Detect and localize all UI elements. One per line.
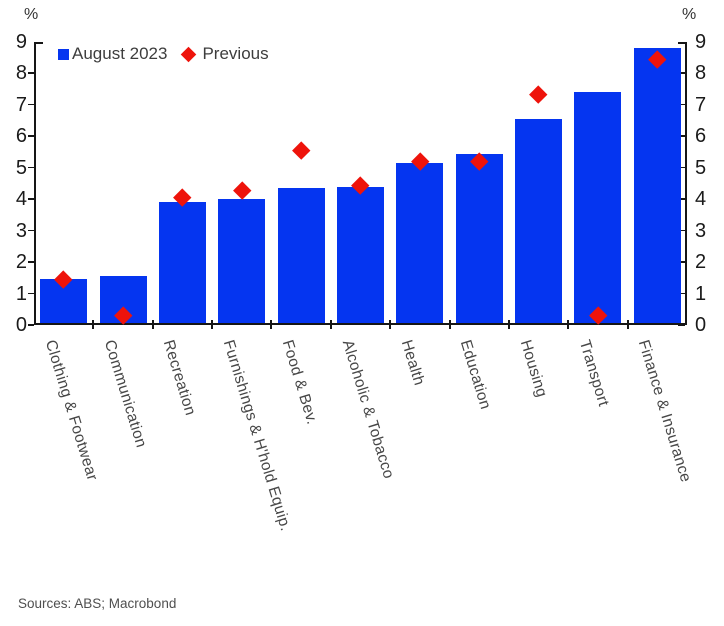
x-category-label-2: Recreation <box>160 338 200 418</box>
y-axis-left-tick <box>28 135 34 137</box>
previous-diamond-marker-4 <box>292 141 310 160</box>
y-axis-left-tick <box>28 103 34 106</box>
legend-square-swatch <box>58 48 69 60</box>
bar-9 <box>574 92 622 323</box>
y-axis-right-tick <box>678 198 685 200</box>
y-axis-right-tick <box>678 261 685 263</box>
y-axis-label-right: 8 <box>695 62 707 85</box>
x-axis-tick <box>448 319 451 329</box>
bar-10 <box>633 48 681 323</box>
y-axis-label-right: 1 <box>695 282 707 305</box>
y-axis-right-tick <box>678 324 685 326</box>
y-axis-right-tick <box>678 135 685 137</box>
x-axis-tick <box>270 319 273 329</box>
right-axis-unit-label: % <box>682 6 697 23</box>
y-axis-right-tick <box>678 229 685 232</box>
x-axis-tick <box>92 319 95 329</box>
x-axis-tick <box>626 319 629 329</box>
x-category-label-7: Education <box>456 338 495 412</box>
x-category-label-6: Health <box>397 338 428 388</box>
previous-diamond-marker-3 <box>232 180 251 199</box>
y-axis-label-left: 4 <box>15 188 27 211</box>
x-category-label-4: Food & Bev. <box>278 338 321 427</box>
x-category-label-8: Housing <box>516 338 550 400</box>
legend-label-previous: Previous <box>202 44 269 63</box>
y-axis-right-tick <box>678 72 685 75</box>
y-axis-left-tick <box>28 72 34 75</box>
x-axis-tick <box>507 319 510 329</box>
x-axis-tick <box>211 319 214 329</box>
bar-5 <box>337 186 384 323</box>
bar-3 <box>218 199 266 323</box>
y-axis-label-left: 9 <box>15 31 27 53</box>
chart-legend: August 2023 Previous <box>58 44 269 64</box>
x-category-label-10: Finance & Insurance <box>635 338 695 485</box>
bar-8 <box>515 119 563 323</box>
y-axis-label-left: 8 <box>15 62 27 85</box>
y-axis-left-tick <box>28 261 34 263</box>
y-axis-label-right: 9 <box>695 31 707 53</box>
previous-diamond-marker-8 <box>529 85 548 103</box>
y-axis-label-right: 4 <box>695 188 707 211</box>
y-axis-label-left: 5 <box>15 156 27 179</box>
legend-label-august-2023: August 2023 <box>72 44 168 63</box>
y-axis-label-right: 2 <box>695 251 707 274</box>
bar-6 <box>396 163 444 323</box>
legend-diamond-icon <box>181 46 197 62</box>
y-axis-label-right: 5 <box>695 156 707 179</box>
y-axis-left-tick <box>28 292 34 295</box>
x-axis-tick <box>567 319 570 329</box>
y-axis-right-tick <box>678 103 685 106</box>
bar-2 <box>158 202 206 323</box>
y-axis-label-left: 2 <box>15 251 27 274</box>
x-category-label-0: Clothing & Footwear <box>41 338 101 483</box>
x-category-label-1: Communication <box>100 338 150 450</box>
y-axis-left-cap <box>34 42 43 44</box>
left-axis-unit-label: % <box>24 6 39 23</box>
x-axis-tick <box>151 319 154 329</box>
sources-note: Sources: ABS; Macrobond <box>18 596 177 611</box>
y-axis-label-left: 7 <box>15 93 27 116</box>
y-axis-left <box>34 42 36 325</box>
bar-7 <box>455 153 503 323</box>
y-axis-right-tick <box>678 292 685 295</box>
y-axis-left-tick <box>28 229 34 232</box>
y-axis-label-right: 7 <box>695 93 707 116</box>
y-axis-label-right: 6 <box>695 125 707 148</box>
y-axis-right <box>685 42 687 325</box>
x-axis <box>34 323 687 325</box>
x-category-label-5: Alcoholic & Tobacco <box>338 338 397 481</box>
y-axis-label-right: 3 <box>695 219 707 242</box>
bar-4 <box>277 188 325 323</box>
y-axis-label-right: 0 <box>695 314 707 336</box>
x-category-label-3: Furnishings & H'hold Equip. <box>219 338 294 534</box>
y-axis-right-tick <box>678 166 685 169</box>
x-axis-tick <box>389 319 392 329</box>
y-axis-left-tick <box>28 166 34 169</box>
x-category-label-9: Transport <box>575 338 612 409</box>
y-axis-label-left: 3 <box>15 219 27 242</box>
y-axis-left-tick <box>28 198 34 200</box>
y-axis-label-left: 1 <box>15 282 27 305</box>
y-axis-right-cap <box>678 42 687 44</box>
y-axis-left-tick <box>28 324 34 326</box>
y-axis-label-left: 0 <box>15 314 27 336</box>
y-axis-label-left: 6 <box>15 125 27 148</box>
x-axis-tick <box>329 319 332 329</box>
